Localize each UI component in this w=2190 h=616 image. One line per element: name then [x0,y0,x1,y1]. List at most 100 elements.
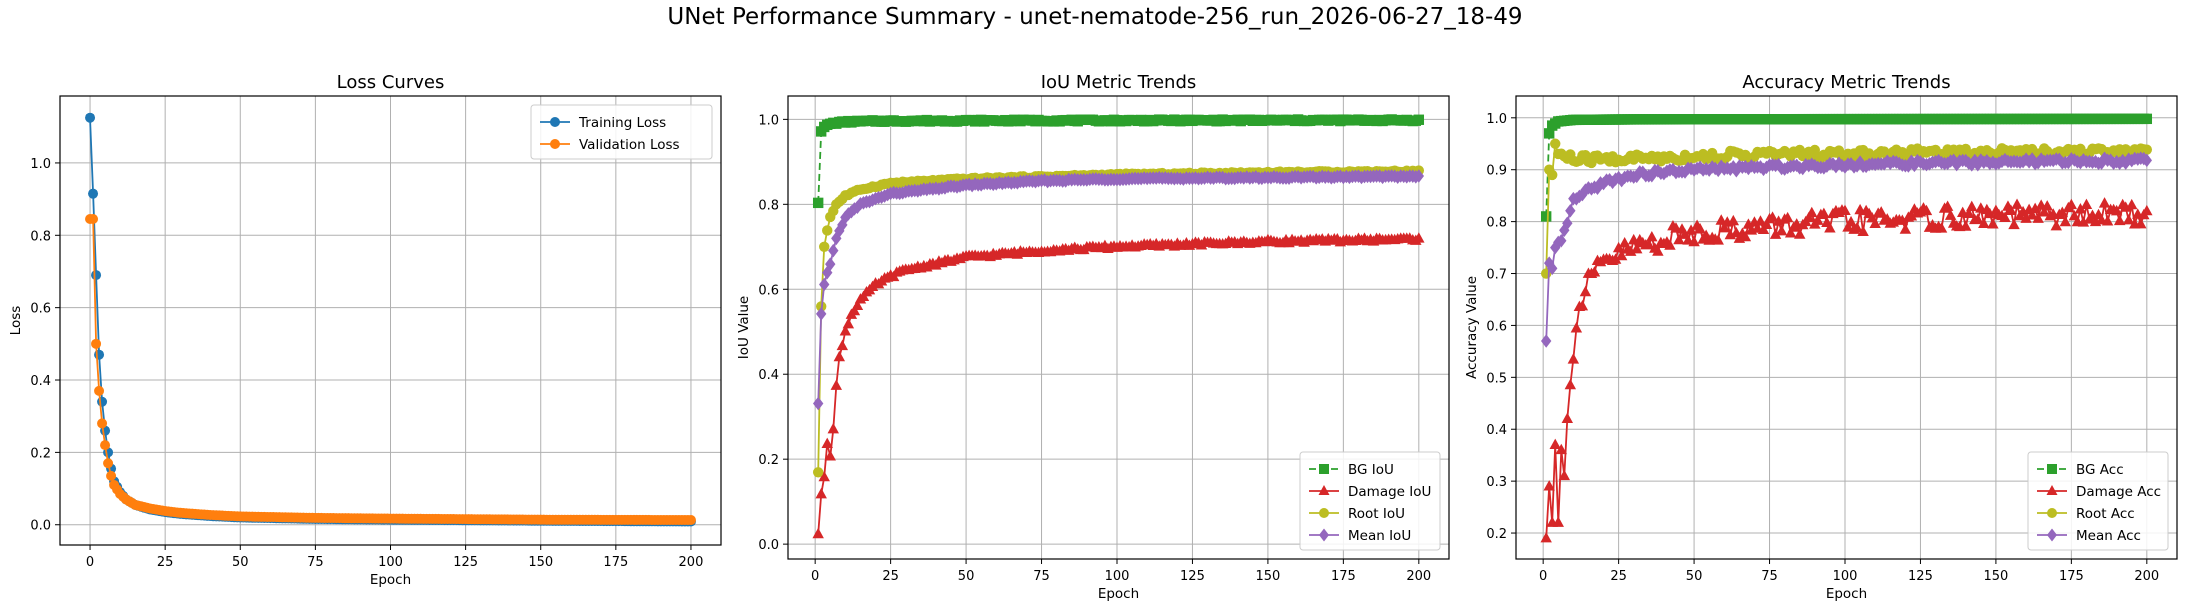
data-point [2077,216,2090,227]
data-point [1845,215,1857,227]
data-point [1694,223,1706,234]
y-tick-label: 1.0 [1486,112,1507,127]
data-point [825,257,836,271]
data-point [828,243,839,258]
x-tick-label: 0 [1539,569,1547,584]
data-point [1646,168,1658,183]
x-tick-label: 175 [603,555,628,570]
series-line-root-iou [817,169,1420,473]
data-point [1824,222,1836,233]
data-point [1562,216,1573,231]
data-point [1963,207,1975,218]
data-point [1760,218,1773,229]
data-point [1615,249,1628,261]
data-point [1570,322,1583,333]
legend-label: Damage IoU [1348,484,1431,500]
data-point [812,396,824,411]
data-point [1646,230,1658,242]
series-damage-acc [1540,197,2153,543]
data-point [1712,234,1724,245]
data-point [839,325,852,336]
x-tick-label: 75 [1761,569,1778,584]
x-tick-label: 200 [2134,569,2159,584]
data-point [1793,228,1806,239]
y-tick-label: 0.8 [758,198,779,213]
legend-label: Training Loss [578,115,666,131]
accuracy-metric-trends-legend: BG Acc Damage Acc Root Acc Mean Acc [2027,451,2169,551]
data-point [88,188,99,199]
data-point [2005,204,2017,216]
y-tick-label: 0.2 [758,453,779,468]
data-point [1643,238,1655,249]
data-point [1565,203,1576,218]
x-tick-label: 100 [1105,569,1130,584]
data-point [1556,233,1567,248]
series-root-iou [812,165,1425,478]
series-mean-acc [1540,151,2153,348]
data-point [833,350,846,362]
data-point [94,385,105,396]
data-point [2032,212,2044,223]
data-point [1944,209,1957,220]
data-point [2065,198,2078,210]
legend-item-damage-iou: Damage IoU [1309,484,1431,500]
y-tick-label: 0.9 [1486,164,1507,179]
data-point [1588,266,1601,277]
data-point [1999,211,2011,223]
data-point [1845,157,1857,171]
data-point [1664,239,1676,250]
data-point [2141,144,2153,155]
legend-item-mean-acc: Mean Acc [2037,528,2141,544]
data-point [1612,241,1625,253]
y-tick-label: 0.2 [30,446,51,461]
x-tick-label: 75 [1033,569,1050,584]
data-point [2056,206,2069,217]
data-point [1652,245,1664,256]
y-tick-label: 1.0 [758,113,779,128]
x-tick-label: 50 [958,569,975,584]
y-tick-label: 0.8 [30,229,51,244]
data-point [822,225,833,236]
data-point [1613,170,1624,185]
data-point [1547,261,1558,276]
x-tick-label: 0 [86,555,94,570]
series-bg-acc [1540,113,2153,222]
legend-item-damage-acc: Damage Acc [2037,484,2161,500]
y-tick-label: 0.4 [758,368,779,383]
legend-label: Root IoU [1348,506,1405,522]
data-point [2038,206,2050,217]
data-point [1561,412,1574,424]
data-point [1842,221,1854,232]
data-point [2126,198,2138,210]
data-point [1857,225,1869,236]
data-point [827,422,839,434]
legend-item-training-loss: Training Loss [540,115,666,131]
data-point [1972,213,1984,224]
data-point [852,200,863,215]
data-point [91,270,102,281]
data-point [1903,159,1914,173]
data-point [1609,253,1622,264]
loss-curves-title: Loss Curves [337,72,445,93]
legend-item-bg-acc: BG Acc [2037,462,2124,478]
data-point [1543,480,1555,491]
loss-curves-legend: Training Loss Validation Loss [530,104,713,160]
data-point [812,467,824,478]
y-tick-label: 0.6 [30,302,51,317]
data-point [1550,138,1561,149]
x-tick-label: 200 [1406,569,1431,584]
data-point [1920,204,1933,216]
iou-metric-trends-title: IoU Metric Trends [1041,72,1197,93]
data-point [1935,222,1948,233]
data-point [1869,217,1881,228]
data-point [1941,200,1954,211]
data-point [1951,157,1962,172]
data-point [2011,198,2023,209]
iou-metric-trends-axes-frame [787,95,1450,560]
data-point [1818,207,1830,219]
data-point [812,527,824,539]
figure-title: UNet Performance Summary - unet-nematode… [667,4,1523,30]
data-point [1812,214,1824,225]
data-point [851,299,864,310]
